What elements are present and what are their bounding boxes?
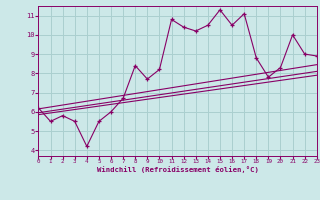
X-axis label: Windchill (Refroidissement éolien,°C): Windchill (Refroidissement éolien,°C) [97,166,259,173]
